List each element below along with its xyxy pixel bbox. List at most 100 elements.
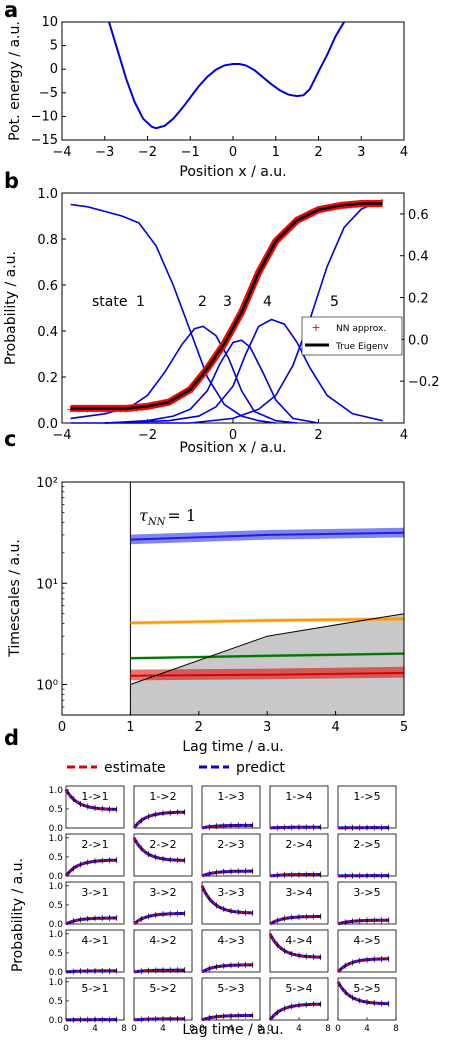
panel-b-ytick-label: 0.4: [37, 325, 58, 340]
panel-b-ytick-label: 0.2: [37, 371, 58, 386]
panel-b-nn-marker: +: [357, 199, 365, 210]
panel-d-ytick-label: 1.0: [49, 882, 64, 892]
panel-d-ylabel: Probability / a.u.: [10, 858, 26, 972]
panel-d-estimate-line: [133, 912, 185, 925]
panel-c-annotation-tau: τ: [139, 506, 149, 525]
panel-d-ytick-label: 0.0: [49, 824, 64, 834]
panel-d-xtick-label: 8: [189, 1024, 195, 1034]
panel-d-xtick-label: 4: [364, 1024, 370, 1034]
panel-d-subplot-frame: [133, 929, 193, 973]
panel-d-subplot-4-1: 4->1 0.0 0.5 1.0: [49, 929, 125, 978]
panel-b-ytick-label: 0.0: [37, 417, 58, 432]
panel-b-eigen-line: [70, 202, 383, 410]
panel-d-estimate-line: [65, 917, 117, 925]
panel-b-nn-marker: +: [75, 404, 83, 415]
panel-d-legend-estimate-label: estimate: [104, 760, 166, 776]
panel-d-subplot-2-4: 2->4: [269, 833, 329, 879]
panel-d-subplot-3-3: 3->3: [200, 881, 261, 925]
panel-b-xlabel: Position x / a.u.: [179, 440, 286, 456]
panel-b-nn-marker: +: [122, 404, 130, 415]
panel-a-xtick-label: 0: [229, 145, 237, 160]
panel-c-frame: [61, 481, 405, 716]
panel-c-band-3: [130, 666, 404, 681]
panel-d-estimate-line: [133, 1018, 185, 1021]
panel-b-nn-marker: +: [352, 200, 360, 211]
panel-d-ytick-label: 0.5: [49, 853, 63, 863]
panel-b-y2tick-label: −0.2: [408, 375, 440, 390]
panel-b-nn-marker: +: [117, 404, 125, 415]
panel-d-subplot-label: 3->5: [353, 886, 380, 899]
panel-d-ytick-label: 0.0: [49, 968, 64, 978]
panel-b-state-number-5: 5: [330, 294, 339, 310]
panel-c-xtick-label: 0: [58, 720, 66, 735]
panel-d-subplot-5-2: 5->2 0 4 8: [131, 977, 195, 1034]
panel-a-potential-line: [108, 22, 345, 130]
panel-letter-c: c: [4, 427, 16, 451]
panel-c-series-line-0: [130, 531, 405, 541]
panel-b-nn-marker: +: [165, 398, 173, 409]
panel-a-ytick-label: 10: [41, 15, 58, 30]
panel-d-subplot-label: 3->4: [285, 886, 312, 899]
panel-b-xtick-label: −2: [138, 428, 157, 443]
panel-d-xtick-label: 8: [257, 1024, 263, 1034]
panel-d-estimate-line: [201, 885, 253, 914]
panel-a-x-ticks: −4 −3 −2 −1 0 1 2 3 4: [52, 136, 408, 160]
panel-d-subplot-frame: [133, 785, 193, 829]
panel-c-shaded-region: [130, 613, 404, 715]
panel-b-y2tick-label: 0.6: [408, 208, 429, 223]
panel-a-xlabel: Position x / a.u.: [179, 164, 286, 180]
panel-a-ytick-label: −15: [31, 133, 58, 148]
panel-b-nn-marker: +: [127, 404, 135, 415]
panel-c-ytick-label: 10⁰: [36, 679, 58, 694]
panel-d-subplot-label: 4->3: [217, 934, 244, 947]
panel-b-nn-marker: +: [159, 399, 167, 410]
panel-b-y2-ticks: −0.2 0.0 0.2 0.4 0.6: [400, 208, 440, 390]
panel-d-subplot-5-1: 5->1 0.0 0.5 1.0 0 4 8: [49, 977, 127, 1034]
panel-d-subplot-frame: [65, 833, 125, 877]
panel-d-ytick-label: 0.5: [49, 805, 63, 815]
panel-d-xtick-label: 0: [267, 1024, 273, 1034]
panel-a-xtick-label: −2: [138, 145, 157, 160]
panel-d-subplot-label: 4->1: [81, 934, 108, 947]
panel-d-xtick-label: 0: [199, 1024, 205, 1034]
panel-d-subplot-1-5: 1->5: [337, 785, 397, 831]
panel-a-xtick-label: 2: [314, 145, 322, 160]
panel-d-xtick-label: 4: [160, 1024, 166, 1034]
panel-b-nn-marker: +: [298, 214, 306, 225]
panel-b-legend-nn-label: NN approx.: [336, 324, 386, 334]
panel-b-nn-marker: +: [368, 199, 376, 210]
panel-d-estimate-line: [133, 837, 185, 862]
panel-d-legend: estimate predict: [67, 760, 285, 776]
panel-a-ytick-label: 0: [50, 62, 58, 77]
panel-c-series-line-3: [130, 672, 405, 677]
panel-c-series-line-2: [130, 652, 405, 660]
panel-d-estimate-line: [269, 873, 321, 877]
panel-d-subplot-frame: [337, 833, 397, 877]
panel-c-xtick-label: 4: [331, 720, 339, 735]
panel-d-subplot-label: 3->2: [149, 886, 176, 899]
panel-d-ytick-label: 0.0: [49, 1016, 64, 1026]
panel-d-subplot-label: 5->4: [285, 982, 312, 995]
panel-d-subplot-label: 1->4: [285, 790, 312, 803]
panel-d-subplot-frame: [65, 929, 125, 973]
panel-d-subplot-label: 5->2: [149, 982, 176, 995]
panel-c-xtick-label: 5: [400, 720, 408, 735]
panel-d-subplot-frame: [337, 785, 397, 829]
panel-d-legend-predict-label: predict: [236, 760, 285, 776]
panel-d-xtick-label: 8: [393, 1024, 399, 1034]
panel-d-xtick-label: 0: [63, 1024, 69, 1034]
panel-b-state-curve-3: [104, 339, 319, 424]
panel-b-nn-marker: +: [154, 400, 162, 411]
panel-c-xtick-label: 3: [263, 720, 271, 735]
panel-d-subplot-3-5: 3->5: [337, 881, 397, 926]
panel-b-x-ticks: −4 −2 0 2 4: [52, 419, 408, 443]
panel-d-subplot-label: 1->3: [217, 790, 244, 803]
panel-d-subplot-frame: [269, 929, 329, 973]
panel-b-nn-marker: +: [304, 211, 312, 222]
panel-b-state-curves: [70, 199, 383, 424]
panel-d-estimate-line: [201, 1014, 253, 1021]
panel-d-subplot-frame: [201, 785, 261, 829]
